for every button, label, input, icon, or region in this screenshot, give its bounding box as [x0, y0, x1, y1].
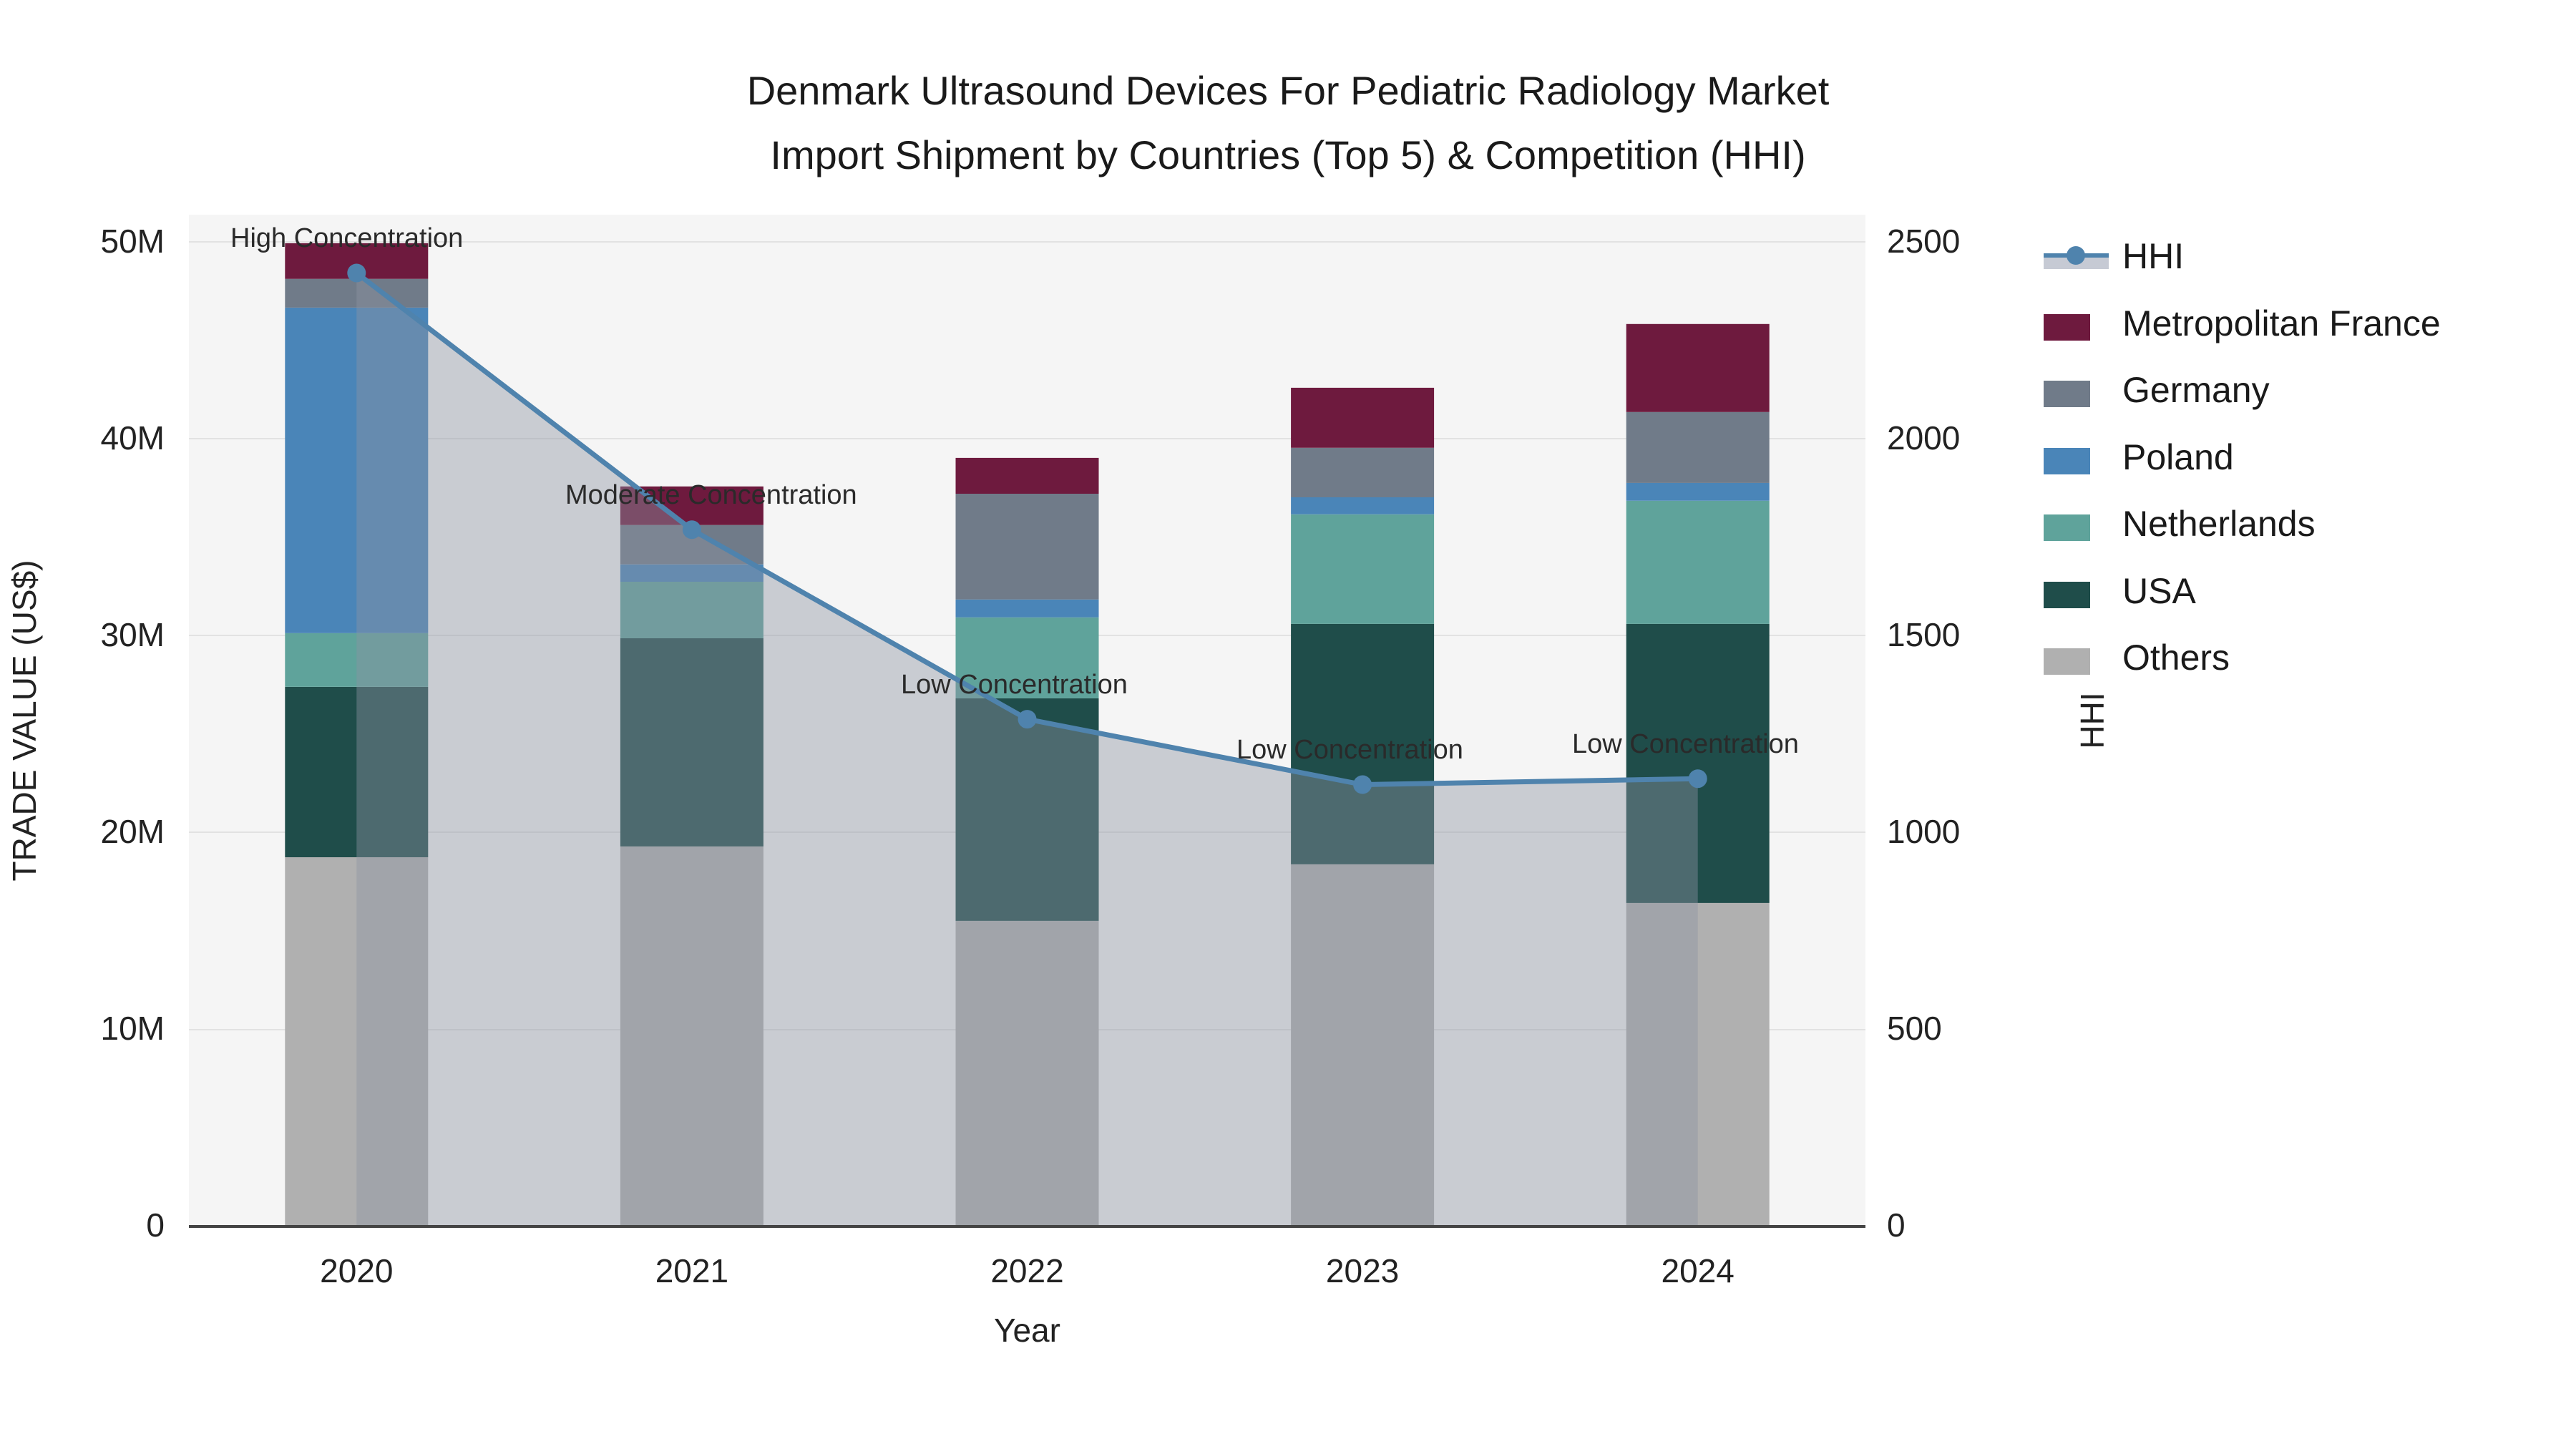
svg-text:HHI: HHI [2122, 236, 2184, 276]
svg-text:0: 0 [1887, 1206, 1906, 1244]
svg-text:2022: 2022 [990, 1252, 1063, 1289]
svg-text:Poland: Poland [2122, 437, 2234, 477]
svg-text:Netherlands: Netherlands [2122, 504, 2316, 544]
svg-text:USA: USA [2122, 571, 2196, 611]
svg-text:50M: 50M [101, 223, 165, 260]
svg-text:2021: 2021 [655, 1252, 728, 1289]
svg-text:1000: 1000 [1887, 813, 1960, 850]
svg-text:2024: 2024 [1662, 1252, 1735, 1289]
svg-text:Moderate Concentration: Moderate Concentration [565, 480, 857, 510]
svg-text:Low Concentration: Low Concentration [1236, 735, 1463, 765]
svg-text:2023: 2023 [1326, 1252, 1399, 1289]
svg-text:TRADE VALUE (US$): TRADE VALUE (US$) [6, 560, 43, 881]
svg-text:High Concentration: High Concentration [230, 223, 463, 253]
svg-text:Germany: Germany [2122, 370, 2270, 410]
svg-text:10M: 10M [101, 1010, 165, 1047]
svg-text:Import Shipment by Countries (: Import Shipment by Countries (Top 5) & C… [770, 132, 1805, 177]
svg-text:HHI: HHI [2074, 692, 2111, 748]
svg-text:2020: 2020 [320, 1252, 393, 1289]
svg-text:Low Concentration: Low Concentration [901, 670, 1128, 700]
svg-text:Year: Year [994, 1312, 1060, 1349]
svg-text:2000: 2000 [1887, 419, 1960, 457]
svg-text:2500: 2500 [1887, 223, 1960, 260]
svg-text:20M: 20M [101, 813, 165, 850]
svg-text:0: 0 [146, 1206, 165, 1244]
svg-text:Low Concentration: Low Concentration [1572, 729, 1799, 759]
svg-text:30M: 30M [101, 616, 165, 653]
svg-text:Others: Others [2122, 638, 2230, 678]
svg-text:Metropolitan France: Metropolitan France [2122, 303, 2441, 343]
svg-text:1500: 1500 [1887, 616, 1960, 653]
svg-text:40M: 40M [101, 419, 165, 457]
svg-text:500: 500 [1887, 1010, 1942, 1047]
svg-text:Denmark Ultrasound Devices For: Denmark Ultrasound Devices For Pediatric… [747, 68, 1830, 113]
